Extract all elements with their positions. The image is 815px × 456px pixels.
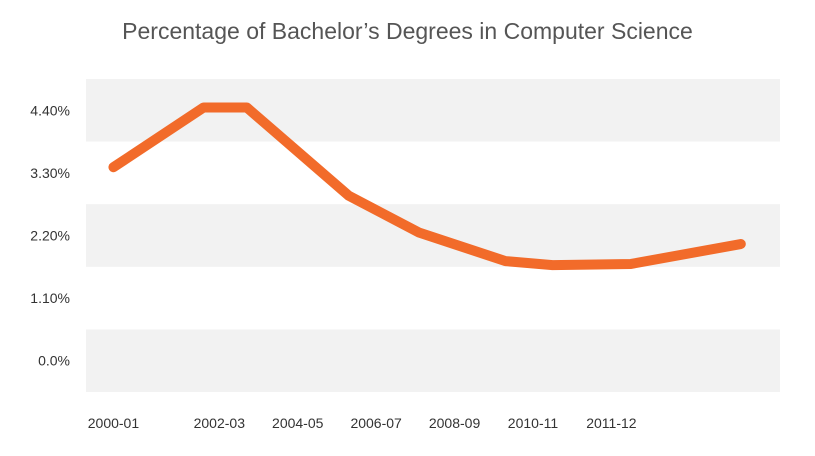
series-lines	[108, 102, 746, 271]
x-tick-label: 2006-07	[350, 415, 402, 431]
grid-bands	[86, 79, 780, 392]
series-line	[108, 102, 746, 271]
grid-band	[86, 329, 780, 392]
y-tick-label: 1.10%	[30, 290, 70, 306]
x-tick-label: 2002-03	[194, 415, 246, 431]
x-axis-ticks: 2000-01 2002-03 2004-05 2006-07 2008-09 2010-…	[88, 415, 637, 431]
y-tick-label: 4.40%	[30, 102, 70, 118]
y-tick-label: 2.20%	[30, 228, 70, 244]
x-tick-label: 2010-11	[508, 415, 559, 431]
x-tick-label: 2004-05	[272, 415, 324, 431]
chart-title: Percentage of Bachelor’s Degrees in Comp…	[122, 18, 693, 44]
x-tick-label: 2011-12	[586, 415, 637, 431]
grid-band	[86, 79, 780, 142]
x-tick-label: 2008-09	[429, 415, 481, 431]
y-tick-label: 3.30%	[30, 165, 70, 181]
y-tick-label: 0.0%	[38, 353, 70, 369]
x-tick-label: 2000-01	[88, 415, 140, 431]
y-axis-ticks: 4.40% 3.30% 2.20% 1.10% 0.0%	[30, 102, 70, 368]
